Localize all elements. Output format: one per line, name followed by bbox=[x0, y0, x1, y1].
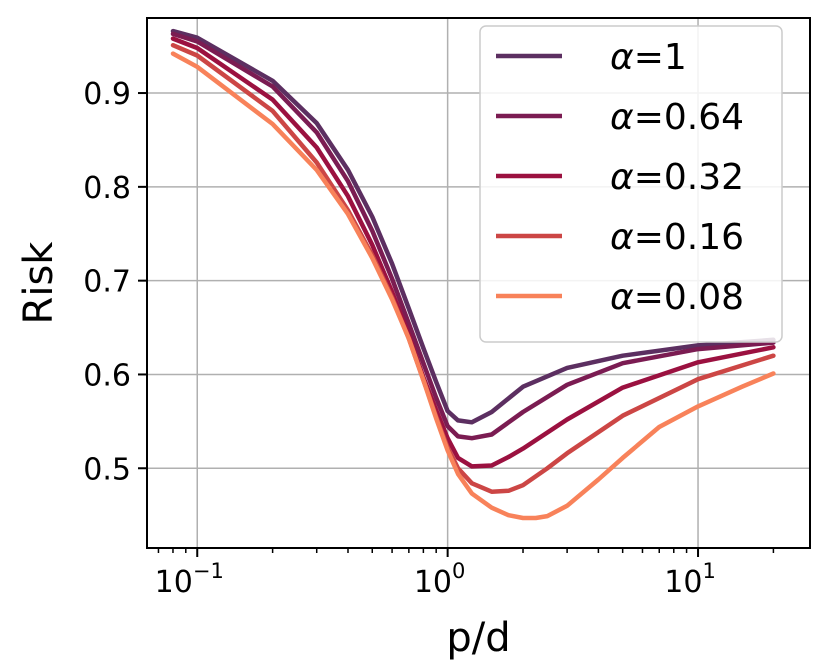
series-layer bbox=[170, 28, 776, 521]
legend-greek: α bbox=[610, 157, 634, 198]
y-tick-label: 0.5 bbox=[83, 452, 131, 487]
legend-greek: α bbox=[610, 37, 634, 78]
series-line-1 bbox=[170, 28, 776, 425]
x-tick-base: 10 bbox=[414, 565, 452, 600]
legend-label-2: α=0.64 bbox=[610, 97, 744, 138]
x-tick-base: 10 bbox=[155, 565, 193, 600]
legend-greek: α bbox=[610, 97, 634, 138]
x-axis-title: p/d bbox=[446, 615, 510, 661]
y-tick-label: 0.6 bbox=[83, 358, 131, 393]
x-tick-label: 100 bbox=[414, 559, 466, 600]
x-tick-label: 10−1 bbox=[155, 559, 224, 600]
x-tick-label: 101 bbox=[664, 559, 716, 600]
y-tick-label: 0.8 bbox=[83, 171, 131, 206]
x-tick-exponent: 0 bbox=[452, 559, 465, 583]
y-tick-label: 0.9 bbox=[83, 77, 131, 112]
legend-label-5: α=0.08 bbox=[610, 277, 744, 318]
legend-label-3: α=0.32 bbox=[610, 157, 744, 198]
legend-value: =0.08 bbox=[634, 277, 744, 318]
y-tick-label: 0.7 bbox=[83, 265, 131, 300]
legend: α=1α=0.64α=0.32α=0.16α=0.08 bbox=[479, 25, 783, 343]
series-line-5 bbox=[170, 51, 776, 521]
legend-greek: α bbox=[610, 277, 634, 318]
series-line-2 bbox=[170, 31, 776, 441]
x-tick-base: 10 bbox=[664, 565, 702, 600]
x-tick-exponent: 1 bbox=[702, 559, 715, 583]
legend-value: =0.64 bbox=[634, 97, 744, 138]
legend-greek: α bbox=[610, 217, 634, 258]
legend-label-1: α=1 bbox=[610, 37, 687, 78]
legend-label-4: α=0.16 bbox=[610, 217, 744, 258]
x-tick-exponent: −1 bbox=[193, 559, 224, 583]
legend-value: =0.32 bbox=[634, 157, 744, 198]
legend-value: =1 bbox=[634, 37, 687, 78]
y-axis-title: Risk bbox=[16, 241, 62, 325]
legend-value: =0.16 bbox=[634, 217, 744, 258]
plot-frame bbox=[146, 17, 811, 549]
legend-box bbox=[479, 25, 783, 343]
series-line-3 bbox=[170, 36, 776, 469]
